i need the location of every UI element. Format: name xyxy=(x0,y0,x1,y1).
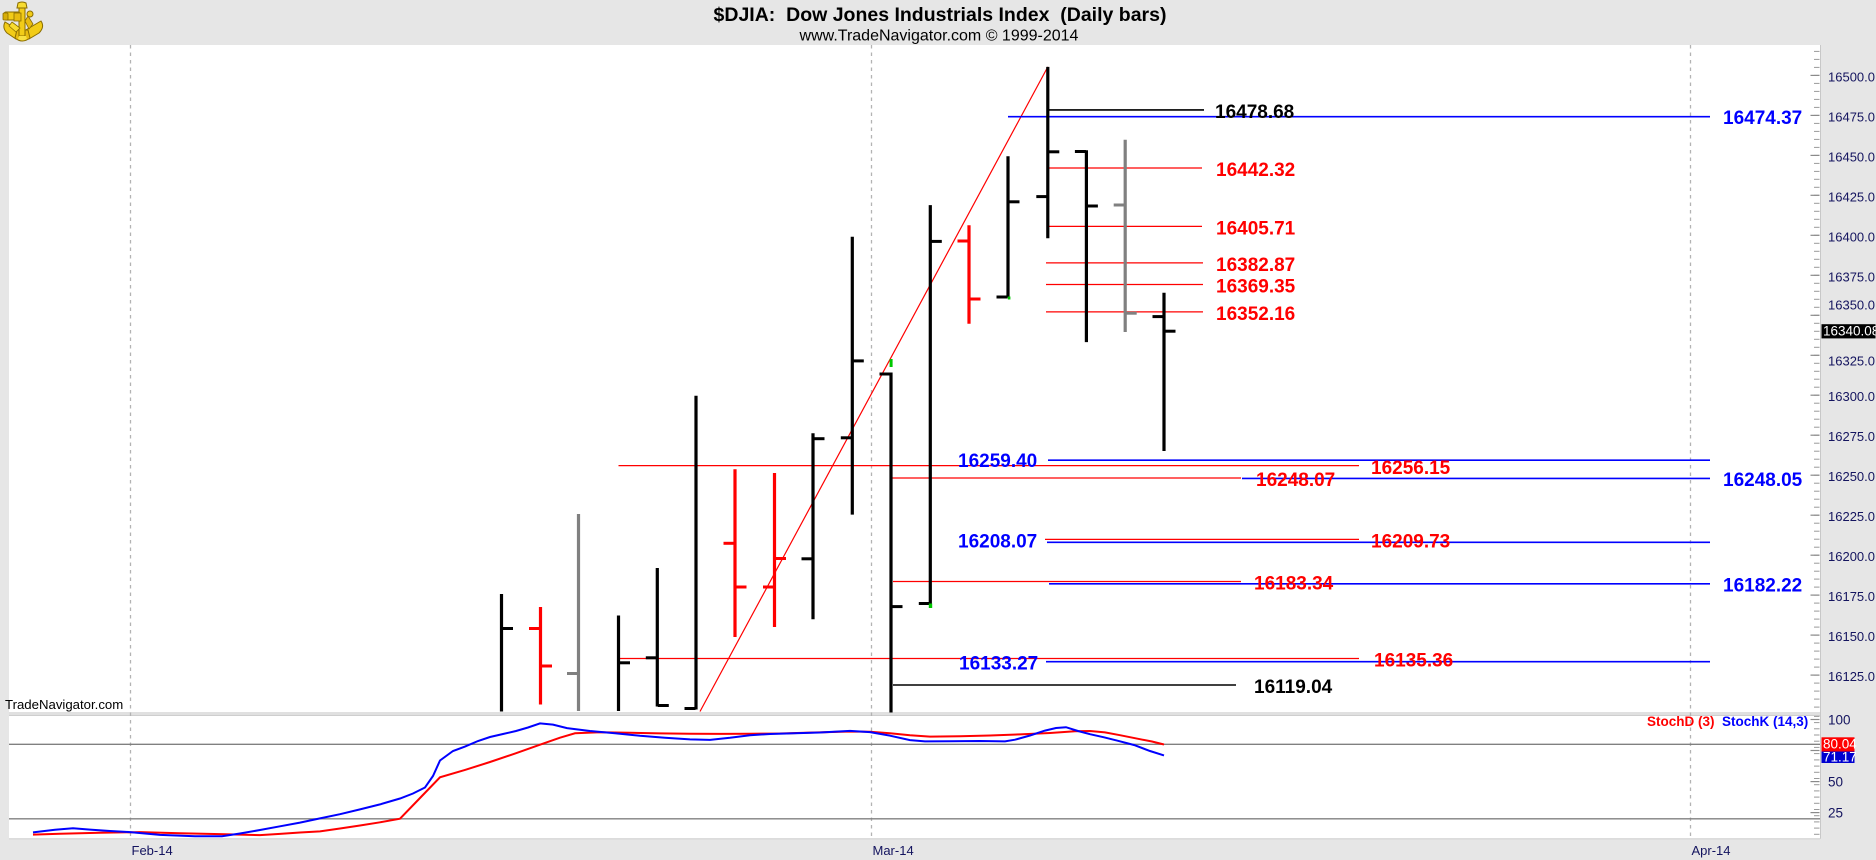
svg-text:25: 25 xyxy=(1828,805,1843,820)
svg-text:16450.0: 16450.0 xyxy=(1828,149,1875,164)
svg-text:16478.68: 16478.68 xyxy=(1215,102,1294,123)
svg-text:16250.0: 16250.0 xyxy=(1828,469,1875,484)
svg-text:16256.15: 16256.15 xyxy=(1371,458,1451,479)
svg-text:16150.0: 16150.0 xyxy=(1828,629,1875,644)
svg-text:16133.27: 16133.27 xyxy=(959,653,1038,674)
svg-text:16442.32: 16442.32 xyxy=(1216,160,1295,181)
svg-text:16248.07: 16248.07 xyxy=(1256,470,1335,491)
svg-text:StochD (3): StochD (3) xyxy=(1647,714,1715,729)
svg-text:16350.0: 16350.0 xyxy=(1828,297,1875,312)
svg-text:Apr-14: Apr-14 xyxy=(1692,843,1731,858)
svg-text:16182.22: 16182.22 xyxy=(1723,575,1802,596)
svg-text:16275.0: 16275.0 xyxy=(1828,429,1875,444)
svg-text:16425.0: 16425.0 xyxy=(1828,189,1875,204)
svg-text:16340.08: 16340.08 xyxy=(1823,324,1876,339)
svg-text:16382.87: 16382.87 xyxy=(1216,255,1295,276)
svg-text:16209.73: 16209.73 xyxy=(1371,532,1450,553)
svg-text:50: 50 xyxy=(1828,774,1843,789)
svg-text:16405.71: 16405.71 xyxy=(1216,219,1296,240)
svg-text:16135.36: 16135.36 xyxy=(1374,651,1453,672)
svg-text:16352.16: 16352.16 xyxy=(1216,304,1295,325)
svg-text:16119.04: 16119.04 xyxy=(1254,677,1333,698)
svg-text:16325.0: 16325.0 xyxy=(1828,353,1875,368)
svg-text:16500.0: 16500.0 xyxy=(1828,69,1875,84)
svg-text:16125.0: 16125.0 xyxy=(1828,669,1875,684)
svg-text:16248.05: 16248.05 xyxy=(1723,470,1803,491)
svg-text:www.TradeNavigator.com © 1999-: www.TradeNavigator.com © 1999-2014 xyxy=(799,28,1079,45)
svg-text:16474.37: 16474.37 xyxy=(1723,108,1802,129)
svg-text:16208.07: 16208.07 xyxy=(958,532,1037,553)
svg-text:StochK (14,3): StochK (14,3) xyxy=(1722,714,1808,729)
svg-text:80.04: 80.04 xyxy=(1823,737,1857,752)
svg-text:16225.0: 16225.0 xyxy=(1828,509,1875,524)
svg-text:16175.0: 16175.0 xyxy=(1828,589,1875,604)
svg-text:16475.0: 16475.0 xyxy=(1828,109,1875,124)
svg-text:16400.0: 16400.0 xyxy=(1828,229,1875,244)
svg-text:$DJIA: Dow Jones Industrials: $DJIA: Dow Jones Industrials Index (Dail… xyxy=(714,4,1167,26)
svg-text:Mar-14: Mar-14 xyxy=(873,843,914,858)
svg-text:100: 100 xyxy=(1828,712,1851,727)
svg-text:16259.40: 16259.40 xyxy=(958,451,1037,472)
svg-text:16183.34: 16183.34 xyxy=(1254,574,1334,595)
svg-text:71.17: 71.17 xyxy=(1823,749,1857,764)
svg-text:TradeNavigator.com: TradeNavigator.com xyxy=(5,697,123,712)
svg-text:16300.0: 16300.0 xyxy=(1828,389,1875,404)
svg-text:Feb-14: Feb-14 xyxy=(132,843,173,858)
svg-text:16375.0: 16375.0 xyxy=(1828,269,1875,284)
svg-text:16369.35: 16369.35 xyxy=(1216,277,1296,298)
svg-text:16200.0: 16200.0 xyxy=(1828,549,1875,564)
